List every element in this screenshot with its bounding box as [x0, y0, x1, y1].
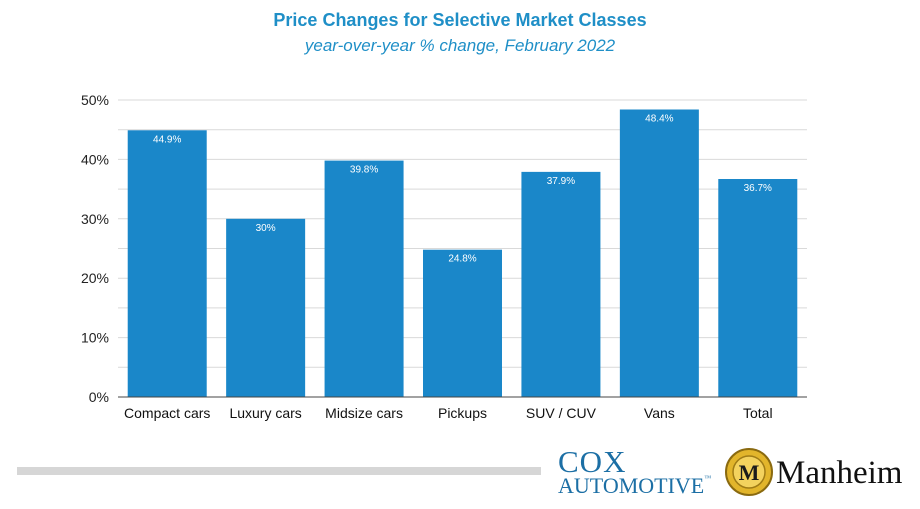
bar — [718, 179, 798, 397]
x-tick-label: SUV / CUV — [526, 405, 597, 421]
x-tick-label: Total — [743, 405, 773, 421]
data-label: 30% — [256, 223, 276, 234]
chart-title: Price Changes for Selective Market Class… — [273, 10, 647, 30]
bar — [226, 218, 306, 397]
manheim-emblem-letter: M — [739, 460, 760, 485]
x-tick-label: Luxury cars — [229, 405, 301, 421]
data-label: 39.8% — [350, 165, 378, 176]
y-tick-label: 50% — [81, 92, 109, 108]
cox-logo-line2: AUTOMOTIVE — [558, 473, 705, 498]
x-tick-label: Midsize cars — [325, 405, 403, 421]
y-tick-label: 30% — [81, 211, 109, 227]
data-label: 48.4% — [645, 114, 673, 125]
chart-subtitle: year-over-year % change, February 2022 — [304, 36, 616, 55]
x-tick-label: Vans — [644, 405, 675, 421]
bar — [521, 171, 601, 397]
data-label: 24.8% — [448, 254, 476, 265]
cox-automotive-logo: COX AUTOMOTIVE™ — [558, 444, 712, 498]
x-tick-label: Compact cars — [124, 405, 210, 421]
bar — [127, 130, 207, 397]
cox-logo-line1: COX — [558, 444, 627, 479]
footer-divider — [17, 467, 541, 475]
y-tick-label: 20% — [81, 270, 109, 286]
y-tick-label: 10% — [81, 330, 109, 346]
manheim-logo: M Manheim — [724, 446, 914, 498]
bar — [423, 249, 502, 397]
bar — [619, 109, 699, 397]
data-label: 37.9% — [547, 176, 575, 187]
cox-logo-tm: ™ — [704, 474, 712, 482]
data-label: 44.9% — [153, 134, 181, 145]
manheim-emblem-icon: M — [725, 448, 773, 496]
x-tick-label: Pickups — [438, 405, 487, 421]
y-tick-label: 40% — [81, 151, 109, 167]
data-label: 36.7% — [744, 183, 772, 194]
y-tick-label: 0% — [89, 389, 109, 405]
bar — [324, 160, 404, 397]
manheim-wordmark: Manheim — [776, 455, 903, 491]
